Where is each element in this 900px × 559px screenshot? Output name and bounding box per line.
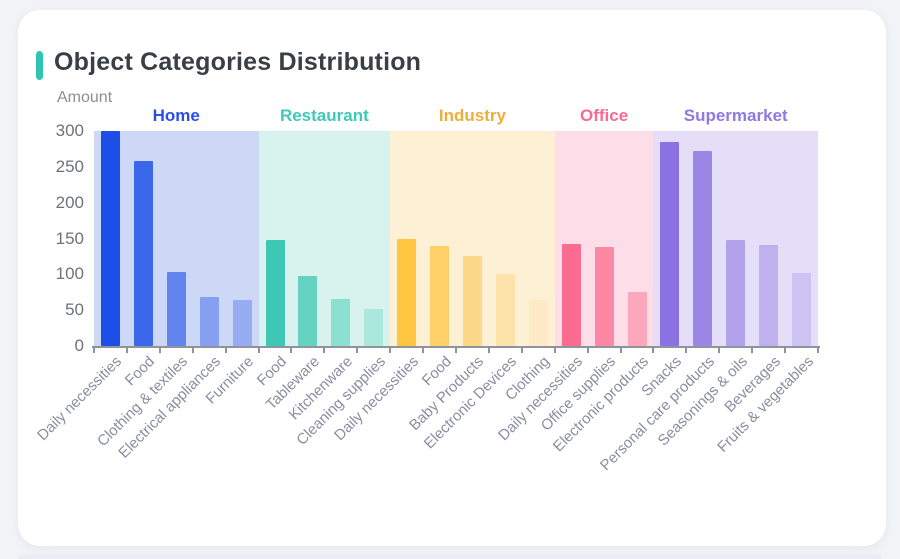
bar-industry-1[interactable]: [397, 238, 417, 346]
x-axis-tick: [619, 348, 622, 353]
x-axis-tick: [553, 348, 556, 353]
bar-home-4[interactable]: [199, 296, 219, 346]
bar-restaurant-2[interactable]: [298, 276, 318, 346]
x-axis-tick: [422, 348, 425, 353]
bar-home-3[interactable]: [166, 272, 186, 346]
y-tick-label: 0: [74, 336, 84, 355]
x-axis-tick: [455, 348, 457, 353]
bar-office-1[interactable]: [561, 243, 581, 346]
x-axis-tick: [158, 348, 161, 353]
x-axis-line: [92, 346, 820, 348]
x-axis-tick: [652, 348, 655, 353]
x-axis-tick: [520, 348, 523, 353]
group-header-home: Home: [152, 106, 200, 125]
y-tick-label: 200: [55, 192, 84, 212]
bar-restaurant-4[interactable]: [364, 309, 384, 346]
bar-industry-3[interactable]: [462, 255, 482, 346]
title-accent-bar: [36, 51, 43, 80]
x-axis-tick: [125, 348, 128, 353]
bar-restaurant-1[interactable]: [265, 239, 285, 346]
bar-home-2[interactable]: [133, 161, 153, 346]
group-header-office: Office: [579, 106, 629, 125]
bar-office-3[interactable]: [627, 292, 647, 346]
bar-supermarket-2[interactable]: [693, 151, 713, 346]
y-axis-title: Amount: [57, 89, 113, 106]
y-tick-label: 50: [65, 300, 84, 320]
page-title: Object Categories Distribution: [54, 48, 422, 76]
x-axis-tick: [191, 348, 194, 353]
x-axis-tick: [685, 348, 688, 353]
group-header-industry: Industry: [438, 106, 506, 125]
x-axis-tick: [784, 348, 787, 353]
bar-home-1[interactable]: [100, 131, 120, 346]
x-axis-tick: [323, 348, 326, 353]
bar-restaurant-3[interactable]: [331, 299, 351, 346]
bar-office-2[interactable]: [594, 247, 614, 346]
x-axis-tick: [751, 348, 754, 353]
x-axis-tick: [487, 348, 490, 353]
group-header-supermarket: Supermarket: [683, 106, 788, 125]
x-axis-tick: [257, 348, 260, 353]
bar-industry-2[interactable]: [430, 246, 450, 346]
group-header-restaurant: Restaurant: [279, 106, 369, 125]
y-tick-label: 150: [55, 228, 84, 248]
bar-supermarket-1[interactable]: [660, 141, 680, 346]
bar-supermarket-3[interactable]: [726, 239, 746, 346]
x-axis-tick: [817, 348, 819, 353]
y-tick-label: 250: [55, 156, 84, 176]
bar-supermarket-5[interactable]: [792, 272, 812, 346]
y-tick-label: 300: [55, 121, 84, 140]
bar-supermarket-4[interactable]: [759, 244, 779, 346]
x-axis-tick: [718, 348, 721, 353]
next-card-top-edge: [18, 554, 882, 559]
x-axis-tick: [389, 348, 392, 353]
bar-home-5[interactable]: [232, 300, 252, 346]
x-axis-tick: [290, 348, 293, 353]
bar-industry-4[interactable]: [495, 274, 515, 346]
x-axis-tick: [356, 348, 359, 353]
y-tick-label: 100: [55, 264, 84, 284]
x-axis-tick: [586, 348, 589, 353]
bar-industry-5[interactable]: [528, 300, 548, 346]
x-axis-tick: [93, 348, 95, 353]
x-axis-tick: [224, 348, 227, 353]
